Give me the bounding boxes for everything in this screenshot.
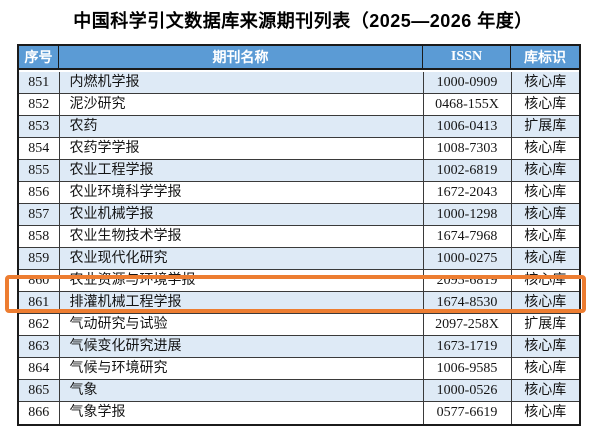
table-row: 859 农业现代化研究 1000-0275 核心库 (18, 247, 580, 271)
row-number-cell: 866 (18, 401, 60, 425)
issn-cell: 1000-1298 (422, 203, 512, 227)
table-row: 863 气候变化研究进展 1673-1719 核心库 (18, 335, 580, 359)
issn-cell: 1006-0413 (422, 115, 512, 139)
journal-name-cell: 农业生物技术学报 (58, 225, 424, 249)
row-number-cell: 865 (18, 379, 60, 403)
journal-name-cell: 气候变化研究进展 (58, 335, 424, 359)
db-label-cell: 核心库 (510, 357, 580, 381)
row-number-cell: 858 (18, 225, 60, 249)
db-label-cell: 扩展库 (510, 313, 580, 337)
journal-table-body: 851 内燃机学报 1000-0909 核心库 852 泥沙研究 0468-155X 核心库 8… (18, 71, 580, 425)
db-label-cell: 核心库 (510, 401, 580, 425)
issn-cell: 1674-7968 (422, 225, 512, 249)
journal-name-cell: 气象 (58, 379, 424, 403)
row-number-cell: 855 (18, 159, 60, 183)
table-row: 861 排灌机械工程学报 1674-8530 核心库 (18, 291, 580, 315)
row-number-cell: 862 (18, 313, 60, 337)
row-number-cell: 861 (18, 291, 60, 315)
issn-cell: 1000-0909 (422, 71, 512, 95)
table-row: 865 气象 1000-0526 核心库 (18, 379, 580, 403)
db-label-cell: 核心库 (510, 203, 580, 227)
db-label-cell: 核心库 (510, 247, 580, 271)
journal-name-cell: 农业现代化研究 (58, 247, 424, 271)
db-label-cell: 核心库 (510, 269, 580, 293)
journal-name-cell: 气候与环境研究 (58, 357, 424, 381)
row-number-cell: 851 (18, 71, 60, 95)
issn-cell: 1000-0275 (422, 247, 512, 271)
row-number-cell: 852 (18, 93, 60, 117)
col-header-issn: ISSN (423, 46, 511, 68)
issn-cell: 1000-0526 (422, 379, 512, 403)
db-label-cell: 核心库 (510, 379, 580, 403)
journal-name-cell: 农业机械学报 (58, 203, 424, 227)
table-row: 854 农药学学报 1008-7303 核心库 (18, 137, 580, 161)
issn-cell: 1006-9585 (422, 357, 512, 381)
db-label-cell: 核心库 (510, 225, 580, 249)
db-label-cell: 核心库 (510, 93, 580, 117)
table-row: 862 气动研究与试验 2097-258X 扩展库 (18, 313, 580, 337)
issn-cell: 1008-7303 (422, 137, 512, 161)
row-number-cell: 856 (18, 181, 60, 205)
journal-name-cell: 内燃机学报 (58, 71, 424, 95)
db-label-cell: 核心库 (510, 291, 580, 315)
table-row: 864 气候与环境研究 1006-9585 核心库 (18, 357, 580, 381)
issn-cell: 2097-258X (422, 313, 512, 337)
journal-name-cell: 农业工程学报 (58, 159, 424, 183)
page-title: 中国科学引文数据库来源期刊列表（2025—2026 年度） (73, 11, 533, 31)
header-body-divider (19, 70, 579, 72)
table-row: 860 农业资源与环境学报 2095-6819 核心库 (18, 269, 580, 293)
table-row: 857 农业机械学报 1000-1298 核心库 (18, 203, 580, 227)
db-label-cell: 核心库 (510, 71, 580, 95)
table-row: 855 农业工程学报 1002-6819 核心库 (18, 159, 580, 183)
row-number-cell: 860 (18, 269, 60, 293)
table-row: 853 农药 1006-0413 扩展库 (18, 115, 580, 139)
issn-cell: 0577-6619 (422, 401, 512, 425)
table-row: 856 农业环境科学学报 1672-2043 核心库 (18, 181, 580, 205)
journal-name-cell: 农药 (58, 115, 424, 139)
journal-name-cell: 泥沙研究 (58, 93, 424, 117)
db-label-cell: 扩展库 (510, 115, 580, 139)
row-number-cell: 857 (18, 203, 60, 227)
db-label-cell: 核心库 (510, 181, 580, 205)
row-number-cell: 859 (18, 247, 60, 271)
issn-cell: 1673-1719 (422, 335, 512, 359)
table-row: 866 气象学报 0577-6619 核心库 (18, 401, 580, 425)
table-row: 858 农业生物技术学报 1674-7968 核心库 (18, 225, 580, 249)
issn-cell: 1002-6819 (422, 159, 512, 183)
row-number-cell: 854 (18, 137, 60, 161)
col-header-journal-name: 期刊名称 (59, 46, 423, 68)
journal-name-cell: 排灌机械工程学报 (58, 291, 424, 315)
journal-name-cell: 农业环境科学学报 (58, 181, 424, 205)
col-header-index: 序号 (19, 46, 59, 68)
issn-cell: 2095-6819 (422, 269, 512, 293)
journal-name-cell: 气象学报 (58, 401, 424, 425)
journal-name-cell: 农业资源与环境学报 (58, 269, 424, 293)
journal-name-cell: 气动研究与试验 (58, 313, 424, 337)
row-number-cell: 864 (18, 357, 60, 381)
table-row: 852 泥沙研究 0468-155X 核心库 (18, 93, 580, 117)
table-header-row: 序号 期刊名称 ISSN 库标识 (19, 46, 579, 70)
row-number-cell: 863 (18, 335, 60, 359)
db-label-cell: 核心库 (510, 137, 580, 161)
journal-name-cell: 农药学学报 (58, 137, 424, 161)
issn-cell: 1672-2043 (422, 181, 512, 205)
table-row: 851 内燃机学报 1000-0909 核心库 (18, 71, 580, 95)
issn-cell: 1674-8530 (422, 291, 512, 315)
row-number-cell: 853 (18, 115, 60, 139)
journal-table: 序号 期刊名称 ISSN 库标识 851 内燃机学报 1000-0909 核心库 852… (17, 44, 581, 426)
db-label-cell: 核心库 (510, 159, 580, 183)
db-label-cell: 核心库 (510, 335, 580, 359)
issn-cell: 0468-155X (422, 93, 512, 117)
journal-table-body-table: 851 内燃机学报 1000-0909 核心库 852 泥沙研究 0468-155X 核心库 8… (18, 71, 580, 425)
col-header-db-flag: 库标识 (524, 51, 566, 66)
